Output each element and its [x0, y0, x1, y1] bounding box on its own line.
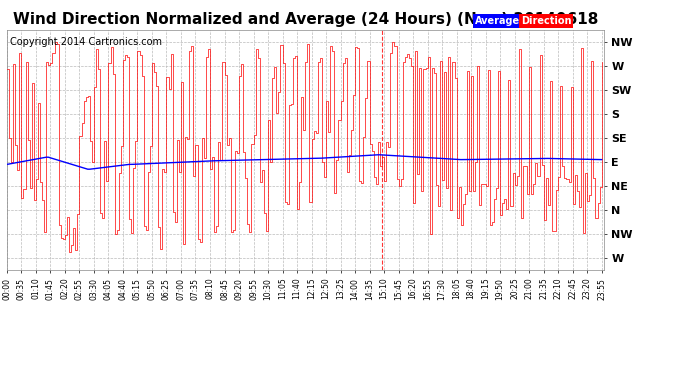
Text: Direction: Direction [521, 16, 571, 26]
Title: Wind Direction Normalized and Average (24 Hours) (New) 20140618: Wind Direction Normalized and Average (2… [12, 12, 598, 27]
Text: Average: Average [475, 16, 520, 26]
Text: Copyright 2014 Cartronics.com: Copyright 2014 Cartronics.com [10, 37, 162, 47]
